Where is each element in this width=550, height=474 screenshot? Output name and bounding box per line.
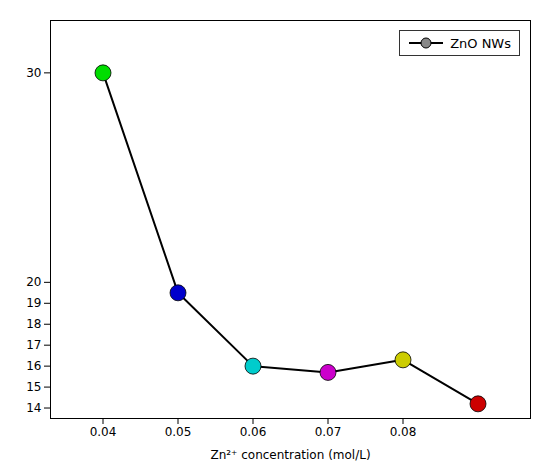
svg-text:30: 30: [26, 66, 41, 80]
svg-text:0.05: 0.05: [165, 425, 192, 439]
svg-text:15: 15: [26, 380, 41, 394]
svg-text:18: 18: [26, 317, 41, 331]
svg-text:0.06: 0.06: [240, 425, 267, 439]
svg-text:0.07: 0.07: [315, 425, 342, 439]
html-text:ZnO NWs: ZnO NWs: [450, 35, 511, 51]
svg-text:19: 19: [26, 296, 41, 310]
svg-text:Zn²⁺ concentration (mol/L): Zn²⁺ concentration (mol/L): [210, 448, 370, 462]
svg-text:14: 14: [26, 401, 41, 415]
svg-text:17: 17: [26, 338, 41, 352]
svg-text:0.04: 0.04: [90, 425, 117, 439]
svg-text:16: 16: [26, 359, 41, 373]
svg-text:20: 20: [26, 275, 41, 289]
svg-text:0.08: 0.08: [390, 425, 417, 439]
